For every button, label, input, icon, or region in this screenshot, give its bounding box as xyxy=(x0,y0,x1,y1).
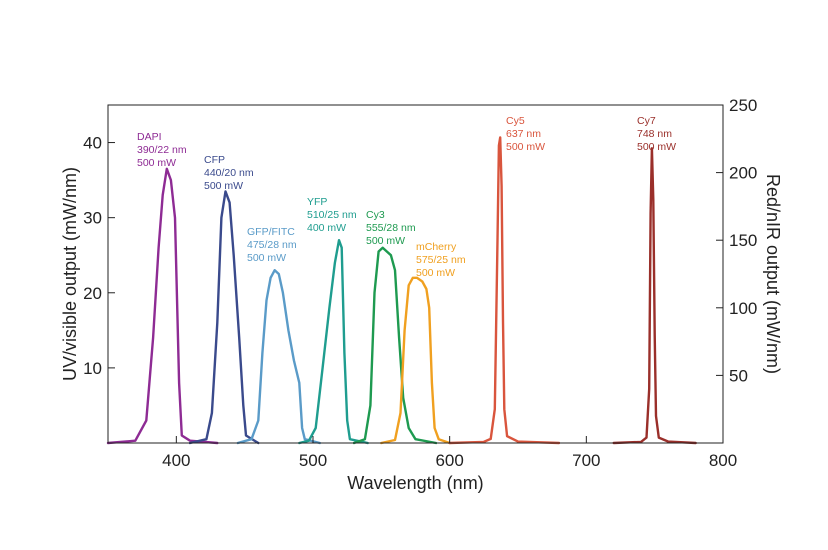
series-line-cfp xyxy=(188,190,260,445)
series-annotation-dapi: DAPI 390/22 nm 500 mW xyxy=(137,131,187,169)
right-y-tick-label: 250 xyxy=(729,96,757,115)
series-line-mcherry xyxy=(380,276,451,445)
plot-frame xyxy=(107,104,724,444)
x-tick-label: 700 xyxy=(572,451,600,470)
series-annotation-cy3: Cy3 555/28 nm 500 mW xyxy=(366,209,416,247)
series-line-yfp xyxy=(298,239,369,445)
series-annotation-gfp-fitc: GFP/FITC 475/28 nm 500 mW xyxy=(247,226,297,264)
series-line-cy3 xyxy=(352,246,438,445)
left-y-tick-label: 20 xyxy=(83,284,102,303)
series-annotation-cfp: CFP 440/20 nm 500 mW xyxy=(204,154,254,192)
series-line-cy5 xyxy=(448,136,561,445)
series-line-cy7 xyxy=(612,147,697,445)
series-layer xyxy=(106,136,697,445)
x-tick-label: 400 xyxy=(162,451,190,470)
right-y-axis-title: Red/nIR output (mW/nm) xyxy=(763,174,783,374)
series-annotation-cy7: Cy7 748 nm 500 mW xyxy=(637,115,676,153)
annotations-layer: DAPI 390/22 nm 500 mW CFP 440/20 nm 500 mW GFP… xyxy=(137,115,676,279)
x-tick-label: 800 xyxy=(709,451,737,470)
left-y-tick-label: 30 xyxy=(83,209,102,228)
left-y-tick-label: 40 xyxy=(83,134,102,153)
right-y-tick-label: 100 xyxy=(729,299,757,318)
series-annotation-cy5: Cy5 637 nm 500 mW xyxy=(506,115,545,153)
x-tick-label: 500 xyxy=(299,451,327,470)
left-y-tick-label: 10 xyxy=(83,359,102,378)
series-line-gfp-fitc xyxy=(236,269,321,445)
right-y-tick-label: 50 xyxy=(729,366,748,385)
right-y-tick-label: 200 xyxy=(729,164,757,183)
x-axis-title: Wavelength (nm) xyxy=(347,473,483,493)
series-line-dapi xyxy=(106,167,219,445)
right-y-tick-label: 150 xyxy=(729,231,757,250)
x-tick-label: 600 xyxy=(435,451,463,470)
series-annotation-mcherry: mCherry 575/25 nm 500 mW xyxy=(416,241,466,279)
ticks-layer: 400 500 600 700 800 10 20 30 40 50 100 150 200 250 xyxy=(83,96,757,470)
series-annotation-yfp: YFP 510/25 nm 400 mW xyxy=(307,196,357,234)
left-y-axis-title: UV/visible output (mW/nm) xyxy=(60,167,80,381)
